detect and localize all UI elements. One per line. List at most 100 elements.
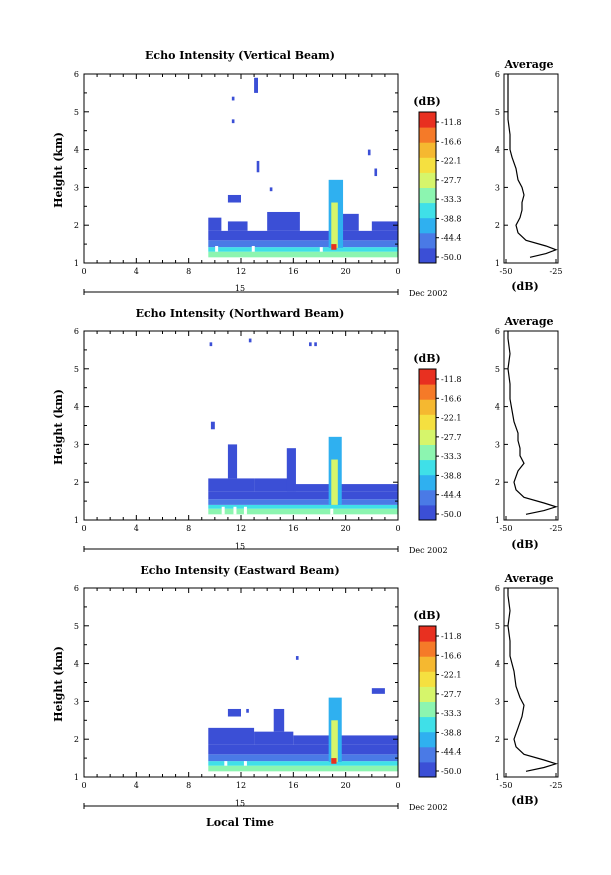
echo-cell [371, 688, 385, 694]
echo-cell [371, 221, 398, 231]
x-tick-label: 16 [288, 524, 298, 533]
profile-y-tick-label: 6 [495, 327, 500, 336]
x-tick-label: 12 [236, 781, 246, 790]
date-suffix: Dec 2002 [409, 803, 448, 812]
profile-line [507, 588, 559, 772]
panel-title: Echo Intensity (Vertical Beam) [145, 49, 335, 62]
colorbar-label: -50.0 [441, 767, 462, 776]
colorbar-frame [418, 625, 437, 778]
colorbar-swatch [419, 202, 436, 219]
y-tick-label: 4 [74, 403, 79, 412]
profile-line [507, 331, 558, 515]
colorbar-frame [418, 111, 437, 264]
colorbar-swatch [419, 671, 436, 687]
y-tick-label: 6 [74, 584, 79, 593]
profile-y-tick-label: 1 [495, 259, 500, 268]
colorbar-swatch [419, 641, 436, 657]
profile-frame [503, 330, 559, 521]
profile-x-tick-label: -25 [550, 524, 563, 533]
profile-y-tick-label: 2 [495, 735, 500, 744]
colorbar-swatch [419, 369, 436, 385]
y-tick-label: 1 [74, 259, 79, 268]
y-tick-label: 1 [74, 773, 79, 782]
colorbar-swatch [419, 399, 436, 415]
x-tick-label: 0 [395, 524, 400, 533]
colorbar-label: -33.3 [441, 195, 462, 204]
colorbar-swatch [419, 716, 436, 733]
echo-cell [208, 247, 398, 252]
colorbar-label: -11.8 [441, 375, 462, 384]
y-axis-label: Height (km) [52, 389, 65, 465]
echo-cell [367, 149, 371, 156]
profile-y-tick-label: 1 [495, 516, 500, 525]
profile-frame [503, 587, 559, 778]
profile-x-tick-label: -25 [550, 781, 563, 790]
colorbar-swatch [419, 384, 436, 400]
colorbar-swatch [419, 489, 436, 506]
profile-y-tick-label: 3 [495, 183, 500, 192]
y-tick-label: 5 [74, 365, 79, 374]
x-tick-label: 0 [81, 267, 86, 276]
x-tick-label: 8 [186, 267, 191, 276]
profile-x-label: (dB) [511, 538, 538, 551]
colorbar-swatch [419, 701, 436, 718]
date-suffix: Dec 2002 [409, 546, 448, 555]
y-tick-label: 3 [74, 183, 79, 192]
data-gap [330, 508, 334, 515]
x-tick-label: 8 [186, 524, 191, 533]
colorbar-swatch [419, 626, 436, 642]
profile-line [507, 74, 558, 258]
profile-y-tick-label: 3 [495, 440, 500, 449]
colorbar-swatch [419, 656, 436, 672]
colorbar-label: -27.7 [441, 433, 462, 442]
colorbar-label: -50.0 [441, 253, 462, 262]
colorbar-unit: (dB) [413, 352, 440, 365]
echo-cell [208, 478, 255, 492]
y-tick-label: 6 [74, 70, 79, 79]
colorbar-swatch [419, 217, 436, 234]
colorbar-label: -33.3 [441, 452, 462, 461]
colorbar-label: -44.4 [441, 234, 462, 243]
echo-cell [293, 484, 398, 492]
y-axis-label: Height (km) [52, 132, 65, 208]
profile-y-tick-label: 3 [495, 697, 500, 706]
echo-cell [208, 251, 398, 258]
profile-x-tick-label: -50 [500, 267, 513, 276]
colorbar-swatch [419, 459, 436, 476]
echo-cell [331, 202, 338, 248]
data-gap [224, 761, 228, 766]
colorbar-label: -27.7 [441, 176, 462, 185]
profile-x-tick-label: -25 [550, 267, 563, 276]
echo-cell [208, 761, 398, 766]
x-tick-label: 0 [395, 781, 400, 790]
echo-cell [231, 96, 235, 101]
panel-title: Echo Intensity (Northward Beam) [136, 307, 345, 320]
echo-cell [331, 720, 338, 762]
data-gap [233, 506, 237, 515]
y-tick-label: 3 [74, 440, 79, 449]
y-tick-label: 5 [74, 108, 79, 117]
y-tick-label: 2 [74, 735, 79, 744]
colorbar-swatch [419, 142, 436, 158]
profile-y-tick-label: 5 [495, 365, 500, 374]
x-tick-label: 16 [288, 267, 298, 276]
profile-y-tick-label: 6 [495, 70, 500, 79]
echo-cell [256, 160, 260, 173]
profile-y-tick-label: 2 [495, 221, 500, 230]
x-tick-label: 8 [186, 781, 191, 790]
echo-cell [246, 708, 249, 713]
echo-cell [208, 491, 398, 500]
colorbar-label: -50.0 [441, 510, 462, 519]
x-tick-label: 0 [81, 781, 86, 790]
echo-cell [293, 735, 398, 745]
x-tick-label: 0 [81, 524, 86, 533]
profile-title: Average [503, 58, 553, 71]
echo-cell [227, 708, 241, 717]
profile-y-tick-label: 6 [495, 584, 500, 593]
date-label: 15 [235, 542, 245, 551]
colorbar-label: -44.4 [441, 748, 462, 757]
colorbar-swatch [419, 504, 436, 521]
date-label: 15 [235, 284, 245, 293]
colorbar-swatch [419, 429, 436, 445]
y-axis-label: Height (km) [52, 646, 65, 722]
